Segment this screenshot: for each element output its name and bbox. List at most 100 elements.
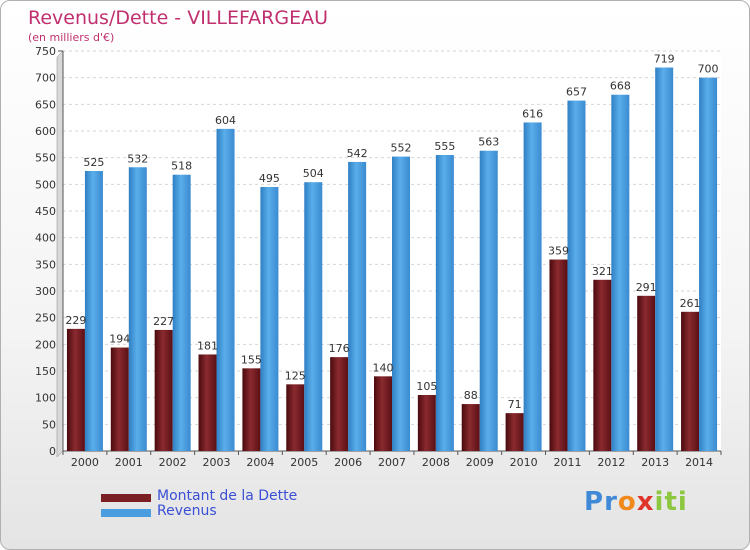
bar-debt: [681, 311, 700, 451]
bar-debt: [637, 295, 656, 451]
data-label-debt: 71: [508, 398, 522, 411]
legend-label-revenue: Revenus: [157, 503, 217, 519]
x-tick-label: 2014: [685, 456, 713, 469]
bar-revenue: [172, 174, 191, 451]
data-label-revenue: 542: [347, 147, 368, 160]
data-label-debt: 155: [241, 353, 262, 366]
logo-letter: i: [654, 487, 665, 517]
x-tick-label: 2009: [466, 456, 494, 469]
y-tick-label: 600: [35, 125, 56, 138]
data-label-revenue: 616: [522, 107, 543, 120]
bar-revenue: [348, 161, 367, 451]
logo-letter: t: [664, 487, 678, 517]
chart-subtitle: (en milliers d'€): [28, 31, 115, 44]
x-tick-label: 2001: [115, 456, 143, 469]
y-tick-label: 450: [35, 205, 56, 218]
y-tick-label: 150: [35, 365, 56, 378]
bar-debt: [374, 376, 392, 451]
bar-revenue: [84, 171, 103, 451]
data-label-debt: 229: [65, 314, 86, 327]
bar-debt: [593, 279, 612, 451]
axis-wall: [56, 50, 64, 458]
bar-revenue: [655, 67, 674, 452]
data-label-revenue: 604: [215, 114, 236, 127]
data-label-debt: 140: [373, 361, 394, 374]
bar-debt: [198, 354, 217, 451]
bar-revenue: [523, 122, 542, 451]
legend-label-debt: Montant de la Dette: [157, 488, 298, 504]
x-tick-label: 2008: [422, 456, 450, 469]
legend-swatch-revenue: [101, 509, 151, 517]
y-tick-label: 750: [35, 45, 56, 58]
logo-letter: i: [677, 487, 688, 517]
proxiti-logo: Proxiti: [584, 487, 688, 517]
bar-debt: [66, 328, 85, 451]
logo-letter: r: [604, 487, 618, 517]
data-label-debt: 359: [548, 245, 569, 258]
data-label-debt: 125: [285, 369, 306, 382]
bar-debt: [242, 368, 261, 451]
y-tick-label: 350: [35, 258, 56, 271]
x-tick-label: 2011: [553, 456, 581, 469]
data-label-debt: 105: [416, 380, 437, 393]
bar-debt: [549, 259, 568, 451]
chart-title: Revenus/Dette - VILLEFARGEAU: [28, 7, 328, 29]
x-tick-label: 2007: [378, 456, 406, 469]
bar-revenue: [216, 128, 235, 451]
x-tick-label: 2013: [641, 456, 669, 469]
data-label-debt: 227: [153, 315, 174, 328]
y-tick-label: 100: [35, 392, 56, 405]
x-tick-label: 2004: [246, 456, 274, 469]
data-label-revenue: 555: [434, 140, 455, 153]
data-label-debt: 261: [680, 297, 701, 310]
bar-revenue: [611, 94, 630, 451]
data-label-debt: 321: [592, 265, 613, 278]
data-label-revenue: 518: [171, 160, 192, 173]
x-tick-label: 2003: [203, 456, 231, 469]
bar-debt: [110, 347, 129, 451]
bar-revenue: [567, 100, 586, 451]
data-label-debt: 176: [329, 342, 350, 355]
bar-revenue: [260, 187, 279, 451]
bar-revenue: [479, 150, 498, 451]
y-tick-label: 550: [35, 152, 56, 165]
y-tick-label: 650: [35, 98, 56, 111]
bar-revenue: [304, 182, 323, 451]
bar-debt: [505, 413, 524, 451]
data-label-revenue: 700: [698, 63, 719, 76]
x-tick-label: 2010: [510, 456, 538, 469]
y-tick-label: 0: [49, 445, 56, 458]
x-tick-label: 2012: [597, 456, 625, 469]
bar-debt: [286, 384, 305, 451]
data-label-revenue: 668: [610, 80, 631, 93]
x-tick-label: 2002: [159, 456, 187, 469]
legend-swatch-debt: [101, 494, 151, 502]
y-tick-label: 250: [35, 312, 56, 325]
bar-revenue: [392, 156, 410, 451]
data-label-revenue: 719: [654, 53, 675, 66]
y-tick-label: 700: [35, 72, 56, 85]
bar-debt: [417, 395, 436, 451]
logo-letter: x: [636, 487, 655, 517]
x-tick-label: 2005: [290, 456, 318, 469]
logo-letter: P: [584, 487, 605, 517]
bar-revenue: [128, 167, 147, 451]
logo-letter: o: [617, 487, 637, 517]
bar-revenue: [435, 155, 454, 451]
data-label-revenue: 552: [391, 142, 412, 155]
data-label-revenue: 657: [566, 86, 587, 99]
data-label-debt: 291: [636, 281, 657, 294]
y-tick-label: 300: [35, 285, 56, 298]
data-label-debt: 181: [197, 339, 218, 352]
y-tick-label: 500: [35, 178, 56, 191]
data-label-revenue: 525: [83, 156, 104, 169]
bar-debt: [154, 329, 173, 451]
y-tick-label: 400: [35, 232, 56, 245]
data-label-debt: 194: [109, 333, 130, 346]
bar-debt: [330, 357, 349, 451]
bar-revenue: [699, 77, 718, 452]
data-label-debt: 88: [464, 389, 478, 402]
data-label-revenue: 504: [303, 167, 324, 180]
